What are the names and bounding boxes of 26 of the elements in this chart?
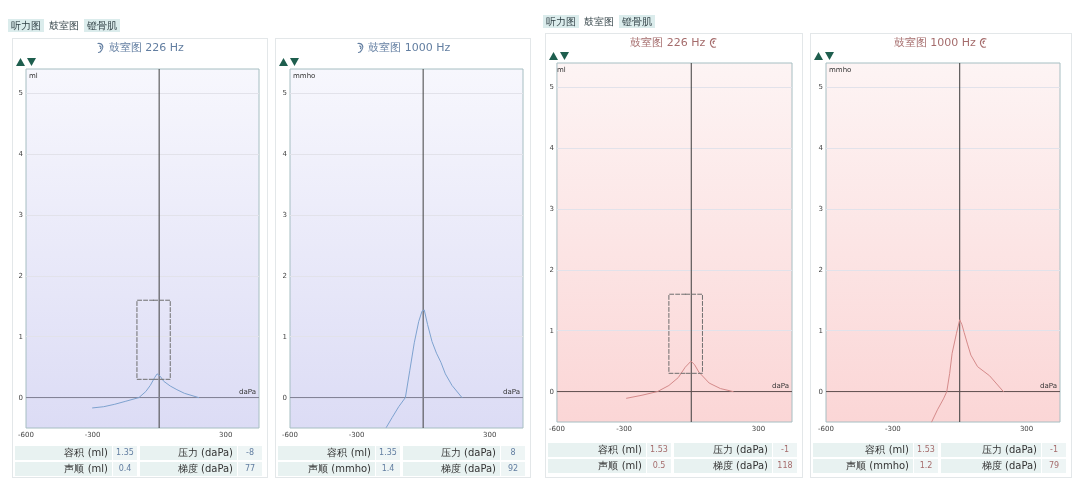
text: 容积 (ml) 1.53 [597, 443, 669, 457]
text: 梯度 (daPa) 77 [176, 462, 257, 476]
text: 声顺 (mmho) 1.4 [307, 462, 396, 476]
text: 声顺 (ml) 0.5 [597, 459, 667, 473]
text: 容积 (ml) 1.53 [864, 443, 936, 457]
text: 鼓室图 [581, 15, 617, 28]
chart-title: 鼓室图 226 Hz [108, 41, 184, 55]
text: 梯度 (daPa) 118 [711, 459, 794, 473]
text: 梯度 (daPa) 79 [980, 459, 1061, 473]
text: 压力 (daPa) -1 [981, 444, 1058, 455]
text: 压力 (daPa) -8 [177, 447, 254, 458]
chart-title: 鼓室图 1000 Hz [368, 41, 451, 55]
text: 镫骨肌 [619, 15, 655, 28]
chart-title: 鼓室图 1000 Hz [893, 36, 976, 50]
text: 容积 (ml) 1.35 [326, 446, 398, 460]
text: 鼓室图 [46, 19, 82, 32]
text: 听力图 [8, 19, 44, 32]
text: 镫骨肌 [84, 19, 120, 32]
text: 声顺 (mmho) 1.2 [845, 459, 934, 473]
text: 压力 (daPa) -1 [712, 444, 789, 455]
text: 听力图 [543, 15, 579, 28]
text: 压力 (daPa) 8 [440, 447, 516, 458]
text: 声顺 (ml) 0.4 [63, 462, 133, 476]
chart-title: 鼓室图 226 Hz [630, 36, 706, 50]
text: 梯度 (daPa) 92 [439, 462, 520, 476]
text: 容积 (ml) 1.35 [63, 446, 135, 460]
